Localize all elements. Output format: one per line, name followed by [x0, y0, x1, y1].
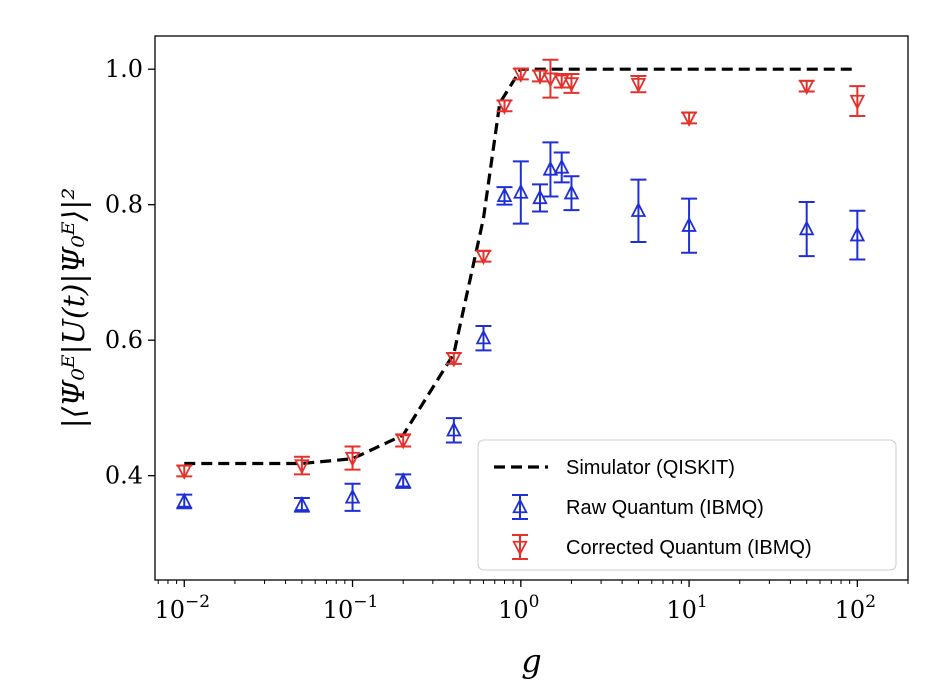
corrected-point — [563, 72, 580, 94]
raw-marker — [553, 158, 570, 174]
raw-point — [798, 200, 815, 258]
x-tick-label: 10−1 — [323, 592, 379, 624]
x-tick-label: 101 — [666, 592, 707, 624]
raw-marker — [630, 201, 647, 217]
x-axis-title: g — [521, 642, 541, 680]
raw-point — [563, 175, 580, 212]
corrected-marker — [446, 352, 462, 368]
raw-point — [293, 495, 310, 513]
corrected-point — [176, 464, 193, 480]
legend-marker — [512, 540, 528, 556]
corrected-point — [344, 445, 361, 471]
corrected-point — [293, 455, 310, 476]
raw-marker — [542, 160, 559, 176]
raw-point — [531, 183, 548, 213]
legend-entry: Corrected Quantum (IBMQ) — [512, 534, 812, 560]
raw-marker — [395, 472, 411, 488]
raw-point — [553, 151, 570, 184]
corrected-point — [445, 352, 462, 368]
y-axis-title: |⟨Ψ₀ᴱ|U(t)|Ψ₀ᴱ⟩|² — [57, 188, 92, 429]
raw-marker — [176, 492, 193, 508]
corrected-point — [681, 111, 698, 127]
legend-label: Corrected Quantum (IBMQ) — [566, 537, 812, 559]
raw-marker — [563, 184, 580, 200]
corrected-marker — [563, 77, 580, 93]
legend-marker — [512, 498, 528, 514]
corrected-marker — [553, 74, 570, 90]
raw-point — [344, 482, 361, 512]
raw-marker — [344, 488, 361, 504]
corrected-marker — [294, 459, 310, 475]
raw-marker — [496, 186, 513, 203]
axes-layer: 0.4 0.6 0.8 1.0 10−2 10−1 100 101 102 g |⟨Ψ₀ᴱ|U(t)… — [57, 35, 909, 680]
corrected-marker — [532, 69, 548, 85]
corrected-marker — [798, 79, 815, 96]
legend-label: Simulator (QISKIT) — [566, 457, 735, 479]
raw-point — [475, 324, 492, 352]
legend-entry: Simulator (QISKIT) — [494, 457, 735, 479]
raw-point — [445, 417, 462, 444]
plot-frame — [154, 35, 909, 581]
raw-marker — [294, 495, 310, 511]
simulator-dashed-line — [184, 67, 858, 466]
x-tick-label: 10−2 — [154, 592, 210, 624]
corrected-marker — [496, 99, 513, 115]
legend-entry: Raw Quantum (IBMQ) — [512, 494, 764, 520]
raw-point — [395, 472, 412, 489]
corrected-point — [630, 74, 647, 94]
y-tick-label: 0.4 — [105, 462, 143, 490]
corrected-point — [395, 433, 412, 450]
y-tick-label: 1.0 — [105, 55, 143, 83]
corrected-point — [798, 79, 815, 96]
raw-marker — [681, 216, 697, 232]
corrected-marker — [395, 434, 411, 450]
x-tick-label: 100 — [498, 592, 539, 624]
raw-marker — [849, 226, 866, 242]
corrected-marker — [849, 94, 866, 111]
corrected-marker — [513, 67, 529, 83]
corrected-marker — [542, 72, 559, 88]
raw-marker — [475, 329, 492, 345]
y-tick-label: 0.6 — [105, 326, 143, 354]
raw-marker — [513, 183, 529, 199]
corrected-point — [849, 85, 866, 117]
corrected-point — [542, 58, 559, 99]
legend: Simulator (QISKIT) Raw Quantum (IBMQ) Corr… — [477, 439, 897, 571]
corrected-marker — [344, 451, 361, 468]
raw-point — [496, 186, 513, 206]
y-tick-label: 0.8 — [105, 191, 143, 219]
series-layer — [176, 58, 866, 513]
corrected-point — [512, 67, 529, 83]
raw-marker — [798, 220, 815, 236]
raw-point — [176, 492, 193, 510]
legend-entries: Simulator (QISKIT) Raw Quantum (IBMQ) Corr… — [494, 457, 812, 560]
raw-point — [681, 197, 698, 254]
x-tick-label: 102 — [835, 592, 876, 624]
raw-point — [542, 141, 559, 198]
legend-frame — [477, 439, 897, 571]
corrected-marker — [475, 250, 492, 266]
raw-marker — [446, 421, 462, 437]
raw-point — [849, 209, 866, 261]
corrected-point — [475, 249, 492, 266]
corrected-point — [496, 99, 513, 115]
raw-point — [512, 160, 529, 225]
corrected-point — [531, 69, 548, 85]
raw-point — [630, 178, 647, 243]
legend-label: Raw Quantum (IBMQ) — [566, 497, 764, 519]
corrected-marker — [176, 464, 193, 480]
corrected-marker — [681, 111, 697, 127]
corrected-marker — [630, 77, 647, 94]
